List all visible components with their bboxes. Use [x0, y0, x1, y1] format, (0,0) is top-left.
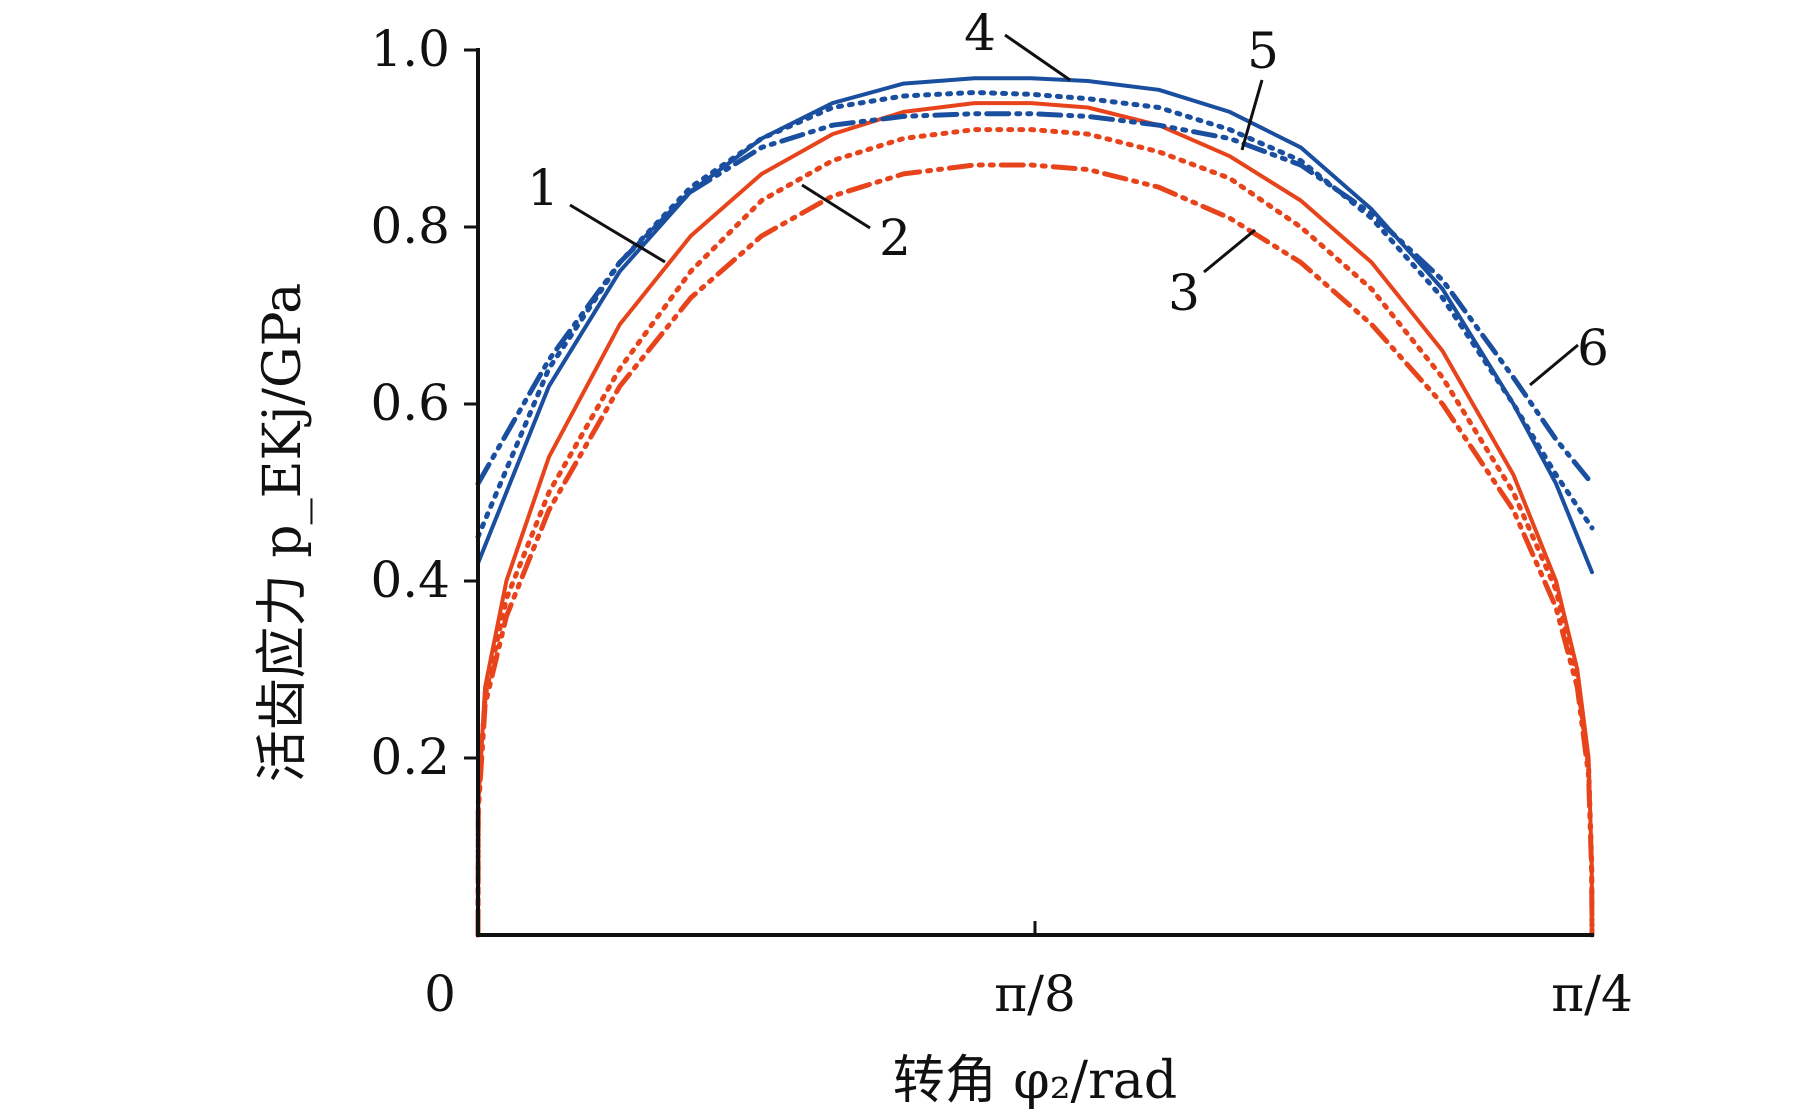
axes-layer: [476, 48, 1594, 937]
labels-layer: 1 2 3 4 5 6: [527, 4, 1609, 387]
ticks-layer: 0.2 0.4 0.6 0.8 1.0 0 π/8 π/4: [370, 20, 1632, 1023]
curve-4-label: 4: [964, 4, 996, 62]
curve-6-leader: [1529, 343, 1579, 387]
y-tick-label: 0.4: [370, 551, 450, 609]
curve-4-leader: [1004, 33, 1071, 82]
y-tick-label: 0.2: [370, 728, 450, 786]
x-tick-label: π/4: [1551, 965, 1633, 1023]
curve-1-leader: [569, 203, 666, 264]
y-tick-label: 1.0: [370, 20, 450, 78]
curve-2-label: 2: [879, 209, 911, 267]
series-6-line: [475, 111, 1595, 487]
series-5-line: [475, 90, 1595, 540]
series-4-line: [476, 76, 1594, 575]
series-1-line: [476, 101, 1594, 937]
curve-3-leader: [1203, 228, 1256, 274]
x-axis-title: 转角 φ₂/rad: [893, 1051, 1177, 1111]
y-tick-label: 0.6: [370, 374, 450, 432]
x-tick-label: 0: [424, 965, 456, 1023]
curve-1-label: 1: [527, 159, 559, 217]
x-tick-label: π/8: [994, 965, 1076, 1023]
curve-6-label: 6: [1577, 319, 1609, 377]
series-2-line: [475, 127, 1595, 938]
y-axis-title: 活齿应力 p_EKj/GPa: [253, 283, 313, 782]
series-layer: [475, 76, 1595, 938]
y-tick-label: 0.8: [370, 197, 450, 255]
series-3-line: [475, 162, 1595, 938]
curve-2-leader: [801, 183, 871, 230]
curve-5-label: 5: [1247, 22, 1279, 80]
curve-5-leader: [1240, 79, 1264, 151]
curve-3-label: 3: [1168, 264, 1200, 322]
